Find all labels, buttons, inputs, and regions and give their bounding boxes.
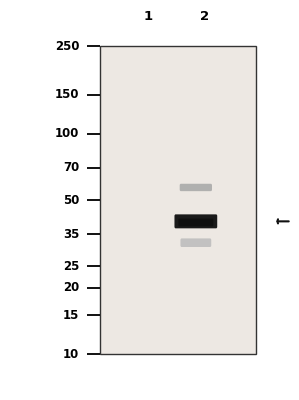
- Text: 1: 1: [144, 10, 152, 22]
- Text: 20: 20: [63, 281, 79, 294]
- Text: 25: 25: [63, 260, 79, 273]
- FancyBboxPatch shape: [178, 218, 213, 226]
- Text: 250: 250: [55, 40, 79, 52]
- Text: 2: 2: [200, 10, 209, 22]
- FancyBboxPatch shape: [175, 214, 217, 228]
- Text: 15: 15: [63, 309, 79, 322]
- Text: 35: 35: [63, 228, 79, 241]
- FancyBboxPatch shape: [180, 184, 212, 191]
- Text: 50: 50: [63, 194, 79, 206]
- Text: 100: 100: [55, 127, 79, 140]
- FancyBboxPatch shape: [181, 238, 211, 247]
- Bar: [100, 46, 256, 354]
- Text: 70: 70: [63, 161, 79, 174]
- Text: 10: 10: [63, 348, 79, 360]
- Text: 150: 150: [55, 88, 79, 101]
